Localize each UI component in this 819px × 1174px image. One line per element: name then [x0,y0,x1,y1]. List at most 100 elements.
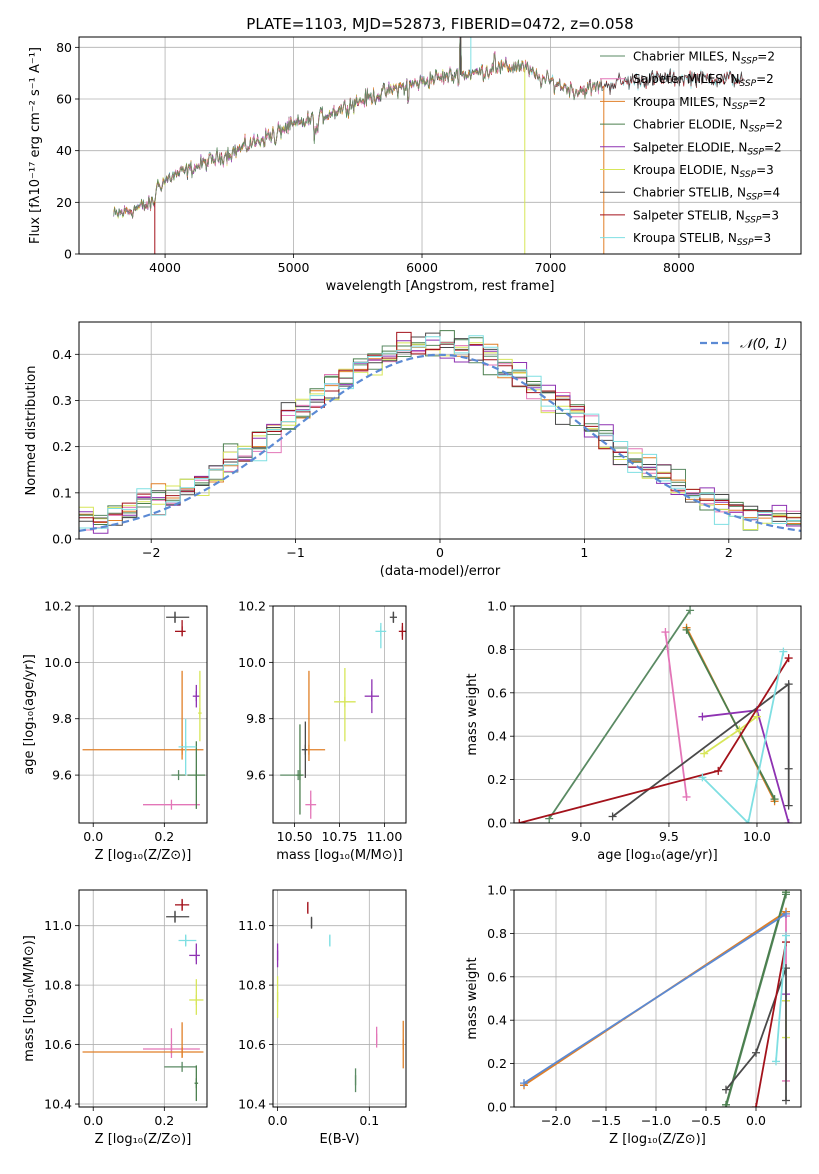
errorbar-point [189,979,204,1015]
x-tick-label: 0.2 [154,829,174,844]
axes-frame [513,605,802,824]
weight-series [722,890,790,1107]
y-tick-label: 0.8 [487,926,507,941]
weight-series [698,647,788,823]
weight-marker [782,890,790,897]
panel-mass-vs-Z: 0.0 0.2 10.4 10.6 10.8 11.0 Z [log₁₀(Z/Z⊙)] mas… [22,889,208,1147]
legend-entry: Chabrier STELIB, NSSP=4 [633,186,780,203]
y-tick-label: 10.4 [44,1097,72,1112]
errorbar-point [143,799,200,810]
weight-marker [752,1048,760,1057]
x-tick-label: 0.2 [154,1113,174,1128]
weight-marker [772,1057,780,1066]
plot-area [113,37,744,254]
panel-age-vs-mass: 10.50 10.75 11.00 9.6 9.8 10.0 10.2 mass [log₁₀… [238,599,407,863]
weight-marker [722,1085,730,1094]
weight-line [685,629,776,800]
errorbar-point [178,718,197,776]
y-tick-label: 80 [56,40,72,55]
panel-weight-vs-age: 9.0 9.5 10.0 0.0 0.2 0.4 0.6 0.8 1.0 age [log₁₀(a… [465,599,802,863]
y-tick-label: 10.0 [238,655,266,670]
y-tick-label: 10.4 [238,1097,266,1112]
legend-entry: Kroupa MILES, NSSP=2 [633,95,766,112]
weight-series [700,712,761,758]
weight-marker [784,764,793,773]
y-tick-label: 10.6 [44,1037,72,1052]
y-tick-label: 1.0 [487,599,507,614]
y-tick-label: 0.3 [52,393,72,408]
y-tick-label: 10.8 [238,978,266,993]
x-axis-label: Z [log₁₀(Z/Z⊙)] [95,1132,192,1147]
errorbar-point [164,1061,197,1072]
weight-marker [698,773,707,782]
x-tick-label: 5000 [278,260,310,275]
x-tick-label: 9.5 [659,829,679,844]
y-tick-label: 0.0 [52,532,72,547]
weight-marker [784,654,793,663]
weight-line [725,891,787,1106]
weight-line [612,682,790,818]
spectrum-line-kroupa-elodie [113,37,525,219]
y-axis-label: age [log₁₀(age/yr)] [22,654,37,775]
y-tick-label: 10.0 [44,655,72,670]
x-tick-label: 0.1 [359,1113,379,1128]
x-tick-label: 10.50 [277,829,313,844]
weight-line [519,657,790,823]
plot-area [82,611,206,810]
weight-line [755,941,787,1107]
x-tick-label: 0 [436,545,444,560]
panel-mass-vs-ebv: 0.0 0.1 10.4 10.6 10.8 11.0 E(B-V) [238,889,407,1147]
weight-series [682,625,779,804]
plot-area [79,330,801,534]
weight-marker [782,909,790,918]
errorbar-point [375,622,387,649]
errorbar-point [175,620,186,637]
y-tick-label: 0.2 [52,439,72,454]
axes-frame [78,889,208,1108]
weight-marker [661,628,670,637]
x-tick-label: 0.0 [268,1113,288,1128]
y-tick-label: 1.0 [487,883,507,898]
weight-marker [608,812,617,821]
weight-marker [744,819,753,823]
weight-marker [784,680,793,689]
legend-entry: Chabrier ELODIE, NSSP=2 [633,118,783,135]
y-tick-label: 0 [64,247,72,262]
y-tick-label: 11.0 [44,918,72,933]
weight-series [722,964,790,1105]
y-tick-label: 40 [56,143,72,158]
y-tick-label: 0.4 [487,729,507,744]
weight-marker [515,819,524,823]
weight-marker [520,1079,528,1088]
axes-frame [78,605,208,824]
weight-line [523,913,787,1084]
y-tick-label: 0.8 [487,642,507,657]
x-tick-label: 8000 [663,260,695,275]
weight-line [725,967,787,1101]
weight-marker [700,749,709,758]
x-axis-label: wavelength [Angstrom, rest frame] [326,279,555,294]
panel-residuals: −2 −1 0 1 2 0.0 0.1 0.2 0.3 0.4 (data-model)/error… [24,321,802,579]
plot-area [515,606,793,823]
weight-marker [682,625,691,634]
legend: 𝒩(0, 1) [700,337,787,352]
panel-age-vs-Z: 0.0 0.2 9.6 9.8 10.0 10.2 Z [log₁₀(Z/Z⊙)] age [… [22,599,208,863]
x-tick-label: 10.75 [322,829,358,844]
axes-frame [272,889,407,1108]
errorbar-point [166,611,190,623]
x-tick-label: 11.00 [367,829,403,844]
errorbar-point [296,724,304,815]
y-tick-label: 0.0 [487,816,507,831]
weight-marker [714,766,723,775]
weight-series [545,606,695,823]
histogram-kroupa-stelib [79,335,801,529]
weight-marker [752,1103,760,1107]
x-tick-label: −1.0 [641,1113,671,1128]
legend-entry: 𝒩(0, 1) [740,337,787,352]
x-tick-label: −2.0 [541,1113,571,1128]
x-tick-label: 2 [725,545,733,560]
y-tick-label: 10.8 [44,978,72,993]
x-tick-label: −0.5 [691,1113,721,1128]
y-tick-label: 0.6 [487,969,507,984]
x-tick-label: 0.0 [83,829,103,844]
